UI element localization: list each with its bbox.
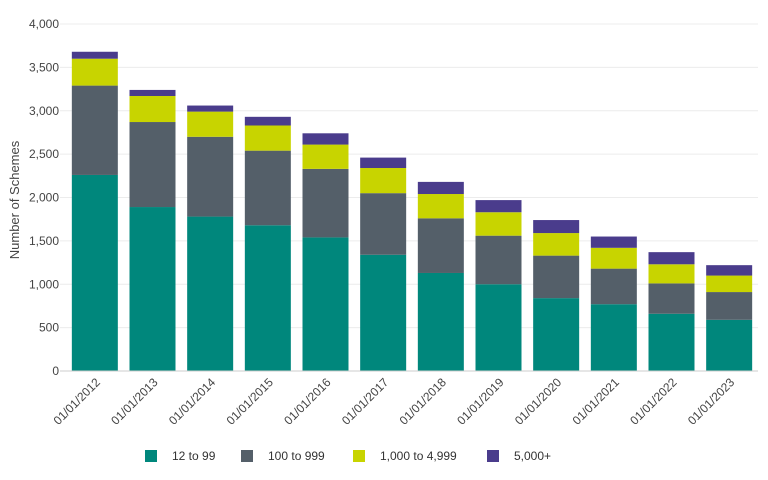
bar-segment xyxy=(706,275,753,293)
bar-segment xyxy=(533,298,580,371)
legend-label: 1,000 to 4,999 xyxy=(380,449,457,463)
bar-segment xyxy=(71,174,118,371)
bars xyxy=(71,51,753,371)
y-tick-label: 3,500 xyxy=(29,60,59,74)
legend-swatch xyxy=(353,450,365,462)
bar-segment xyxy=(71,58,118,86)
bar-segment xyxy=(417,218,464,273)
x-tick-label: 01/01/2018 xyxy=(397,375,450,428)
bar-segment xyxy=(475,284,522,371)
x-tick-label: 01/01/2022 xyxy=(627,375,680,428)
bar-segment xyxy=(302,144,349,169)
legend: 12 to 99 100 to 999 1,000 to 4,999 5,000+ xyxy=(145,449,551,463)
bar-segment xyxy=(648,252,695,265)
bar-segment xyxy=(244,116,291,126)
bar-segment xyxy=(590,236,637,248)
legend-swatch xyxy=(145,450,157,462)
bar-segment xyxy=(187,111,234,137)
x-tick-label: 01/01/2020 xyxy=(512,375,565,428)
bar-segment xyxy=(244,225,291,371)
bar-segment xyxy=(71,85,118,175)
legend-label: 5,000+ xyxy=(514,449,551,463)
bar-segment xyxy=(417,181,464,195)
bar-segment xyxy=(129,207,176,371)
bar-segment xyxy=(360,168,407,194)
bar-segment xyxy=(475,235,522,285)
y-tick-label: 0 xyxy=(52,364,59,378)
bar-segment xyxy=(475,212,522,236)
legend-swatch xyxy=(487,450,499,462)
bar-segment xyxy=(706,292,753,320)
bar-segment xyxy=(533,233,580,256)
bar-segment xyxy=(648,313,695,371)
bar-segment xyxy=(302,133,349,145)
y-tick-label: 2,000 xyxy=(29,191,59,205)
y-axis-ticks: 0 500 1,000 1,500 2,000 2,500 3,000 3,500 4,000 xyxy=(29,17,59,378)
y-tick-label: 500 xyxy=(39,321,59,335)
x-tick-label: 01/01/2016 xyxy=(281,375,334,428)
bar-segment xyxy=(417,272,464,371)
bar-segment xyxy=(129,122,176,208)
bar-segment xyxy=(417,194,464,219)
x-tick-label: 01/01/2023 xyxy=(685,375,738,428)
y-tick-label: 1,000 xyxy=(29,277,59,291)
bar-segment xyxy=(71,51,118,59)
legend-label: 100 to 999 xyxy=(268,449,325,463)
bar-segment xyxy=(360,193,407,255)
x-tick-label: 01/01/2012 xyxy=(51,375,104,428)
bar-segment xyxy=(648,283,695,314)
y-tick-label: 2,500 xyxy=(29,147,59,161)
x-tick-label: 01/01/2013 xyxy=(108,375,161,428)
y-tick-label: 4,000 xyxy=(29,17,59,31)
bar-segment xyxy=(590,268,637,305)
bar-segment xyxy=(533,220,580,234)
bar-segment xyxy=(187,216,234,371)
bar-segment xyxy=(129,96,176,123)
gridlines xyxy=(60,23,758,329)
y-tick-label: 3,000 xyxy=(29,104,59,118)
bar-segment xyxy=(302,237,349,371)
bar-segment xyxy=(360,157,407,169)
bar-segment xyxy=(590,304,637,371)
bar-segment xyxy=(706,265,753,276)
x-tick-label: 01/01/2021 xyxy=(570,375,623,428)
y-axis-title: Number of Schemes xyxy=(7,140,22,259)
legend-label: 12 to 99 xyxy=(172,449,216,463)
x-axis-ticks: 01/01/2012 01/01/2013 01/01/2014 01/01/2015… xyxy=(51,375,738,428)
y-tick-label: 1,500 xyxy=(29,234,59,248)
bar-segment xyxy=(590,247,637,269)
bar-segment xyxy=(187,136,234,217)
legend-swatch xyxy=(241,450,253,462)
bar-segment xyxy=(360,254,407,371)
bar-segment xyxy=(706,319,753,371)
bar-segment xyxy=(244,150,291,226)
bar-segment xyxy=(244,125,291,151)
x-tick-label: 01/01/2019 xyxy=(454,375,507,428)
bar-segment xyxy=(533,255,580,299)
bar-segment xyxy=(302,168,349,238)
x-tick-label: 01/01/2015 xyxy=(224,375,277,428)
bar-segment xyxy=(475,200,522,213)
bar-segment xyxy=(648,264,695,284)
x-tick-label: 01/01/2017 xyxy=(339,375,392,428)
bar-segment xyxy=(129,89,176,97)
x-tick-label: 01/01/2014 xyxy=(166,375,219,428)
bar-segment xyxy=(187,105,234,112)
